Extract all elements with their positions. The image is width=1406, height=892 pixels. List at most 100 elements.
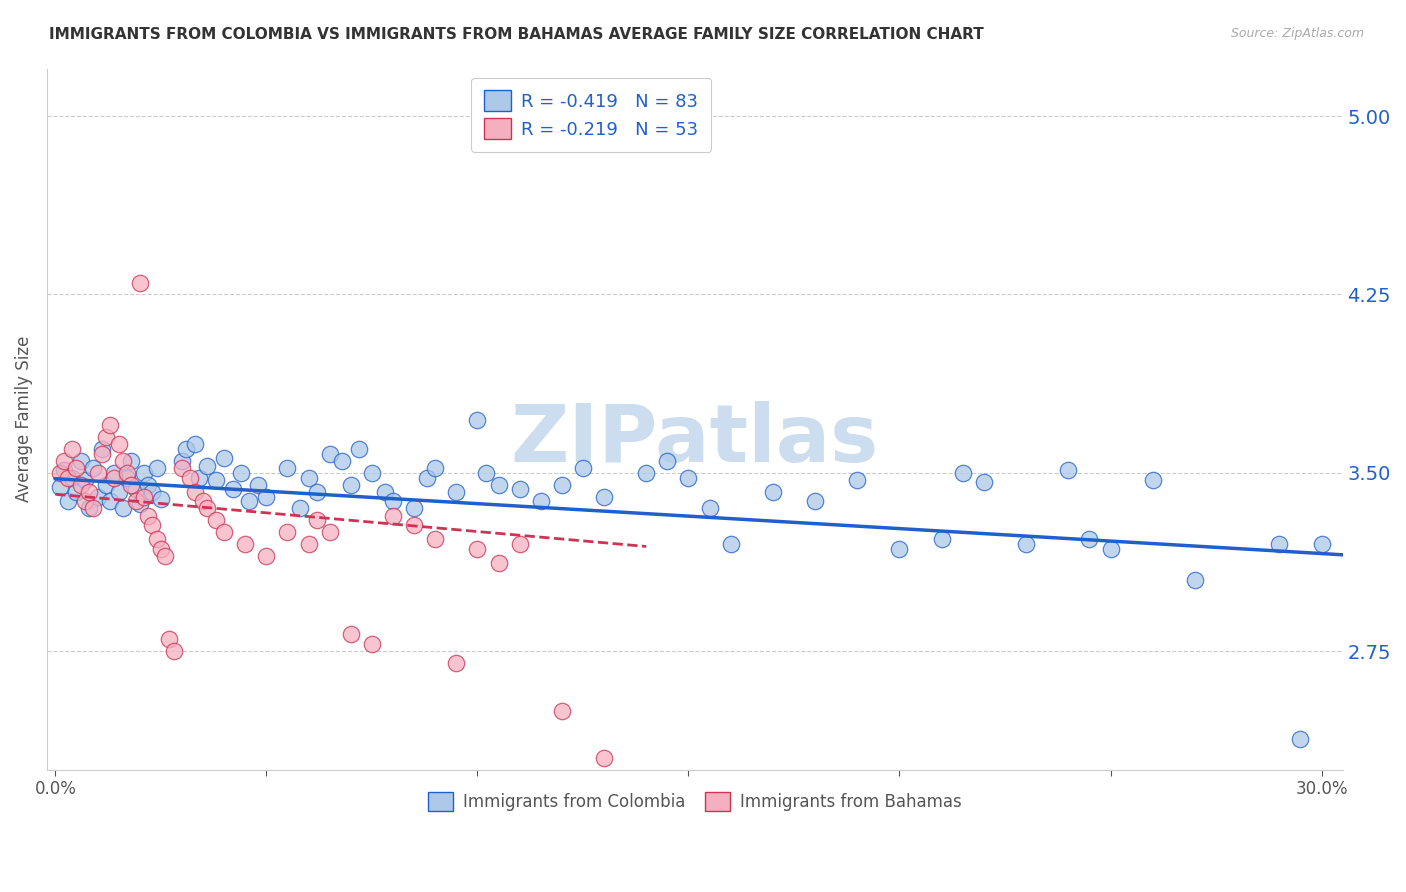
Point — [382, 494, 405, 508]
Point — [77, 484, 100, 499]
Point — [425, 461, 447, 475]
Point — [124, 483, 146, 497]
Point — [446, 484, 468, 499]
Point — [254, 549, 277, 563]
Point — [339, 627, 361, 641]
Point — [305, 484, 328, 499]
Point — [404, 518, 426, 533]
Point — [183, 484, 205, 499]
Point — [374, 484, 396, 499]
Point — [195, 458, 218, 473]
Point — [229, 466, 252, 480]
Point — [136, 508, 159, 523]
Point — [111, 501, 134, 516]
Point — [132, 490, 155, 504]
Point — [170, 461, 193, 475]
Point — [1015, 537, 1038, 551]
Point — [212, 525, 235, 540]
Point — [297, 470, 319, 484]
Point — [330, 454, 353, 468]
Point — [141, 518, 163, 533]
Point — [551, 704, 574, 718]
Point — [86, 490, 108, 504]
Point — [90, 442, 112, 456]
Point — [77, 501, 100, 516]
Point — [297, 537, 319, 551]
Point — [120, 477, 142, 491]
Point — [94, 430, 117, 444]
Point — [1142, 473, 1164, 487]
Point — [804, 494, 827, 508]
Point — [276, 525, 298, 540]
Text: ZIPatlas: ZIPatlas — [510, 401, 879, 479]
Point — [149, 541, 172, 556]
Point — [360, 637, 382, 651]
Point — [1099, 541, 1122, 556]
Point — [931, 533, 953, 547]
Text: IMMIGRANTS FROM COLOMBIA VS IMMIGRANTS FROM BAHAMAS AVERAGE FAMILY SIZE CORRELAT: IMMIGRANTS FROM COLOMBIA VS IMMIGRANTS F… — [49, 27, 984, 42]
Point — [1268, 537, 1291, 551]
Point — [404, 501, 426, 516]
Point — [657, 454, 679, 468]
Point — [475, 466, 498, 480]
Point — [1310, 537, 1333, 551]
Point — [246, 477, 269, 491]
Point — [446, 656, 468, 670]
Point — [318, 447, 340, 461]
Y-axis label: Average Family Size: Average Family Size — [15, 336, 32, 502]
Point — [593, 751, 616, 765]
Point — [124, 494, 146, 508]
Point — [889, 541, 911, 556]
Point — [128, 497, 150, 511]
Point — [157, 632, 180, 647]
Point — [233, 537, 256, 551]
Point — [973, 475, 995, 490]
Point — [60, 470, 83, 484]
Point — [48, 466, 70, 480]
Point — [86, 466, 108, 480]
Point — [103, 470, 125, 484]
Point — [52, 454, 75, 468]
Point — [107, 484, 129, 499]
Point — [288, 501, 311, 516]
Point — [952, 466, 974, 480]
Point — [183, 437, 205, 451]
Point — [593, 490, 616, 504]
Point — [111, 454, 134, 468]
Point — [425, 533, 447, 547]
Point — [115, 466, 138, 480]
Point — [65, 461, 87, 475]
Legend: Immigrants from Colombia, Immigrants from Bahamas: Immigrants from Colombia, Immigrants fro… — [415, 779, 976, 825]
Point — [238, 494, 260, 508]
Point — [488, 556, 510, 570]
Point — [191, 494, 214, 508]
Point — [65, 484, 87, 499]
Text: Source: ZipAtlas.com: Source: ZipAtlas.com — [1230, 27, 1364, 40]
Point — [179, 470, 201, 484]
Point — [174, 442, 197, 456]
Point — [145, 461, 167, 475]
Point — [699, 501, 721, 516]
Point — [82, 461, 104, 475]
Point — [382, 508, 405, 523]
Point — [94, 477, 117, 491]
Point — [360, 466, 382, 480]
Point — [162, 644, 184, 658]
Point — [73, 473, 96, 487]
Point — [636, 466, 658, 480]
Point — [339, 477, 361, 491]
Point — [48, 480, 70, 494]
Point — [416, 470, 439, 484]
Point — [56, 470, 79, 484]
Point — [678, 470, 700, 484]
Point — [467, 413, 489, 427]
Point — [170, 454, 193, 468]
Point — [221, 483, 243, 497]
Point — [1057, 463, 1080, 477]
Point — [467, 541, 489, 556]
Point — [98, 418, 121, 433]
Point — [1289, 732, 1312, 747]
Point — [1078, 533, 1101, 547]
Point — [212, 451, 235, 466]
Point — [204, 513, 226, 527]
